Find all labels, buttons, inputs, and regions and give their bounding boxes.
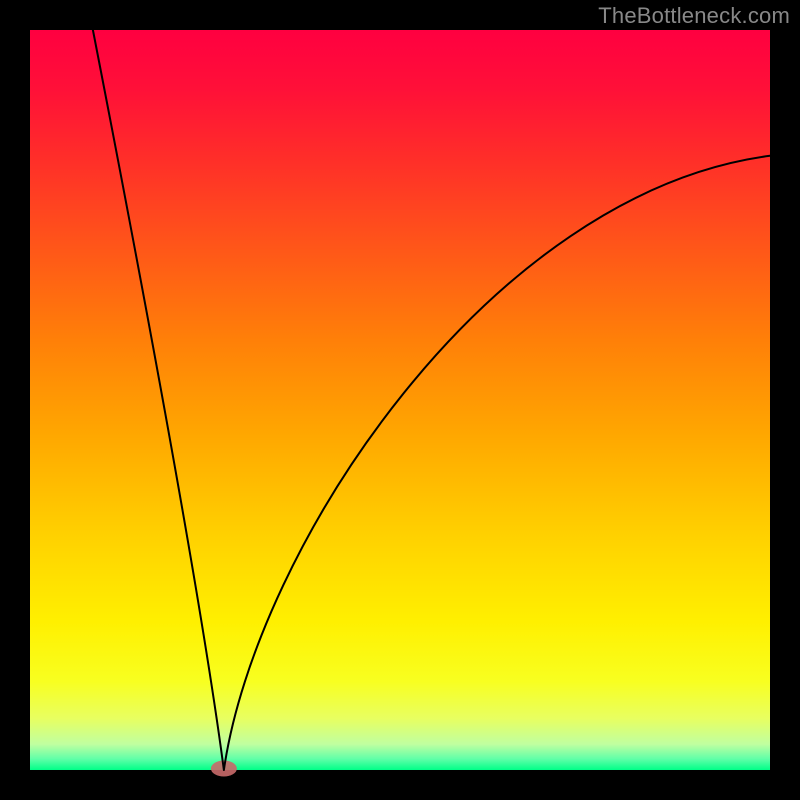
watermark-text: TheBottleneck.com bbox=[598, 3, 790, 29]
chart-svg bbox=[0, 0, 800, 800]
plot-background bbox=[30, 30, 770, 770]
chart-root: TheBottleneck.com bbox=[0, 0, 800, 800]
